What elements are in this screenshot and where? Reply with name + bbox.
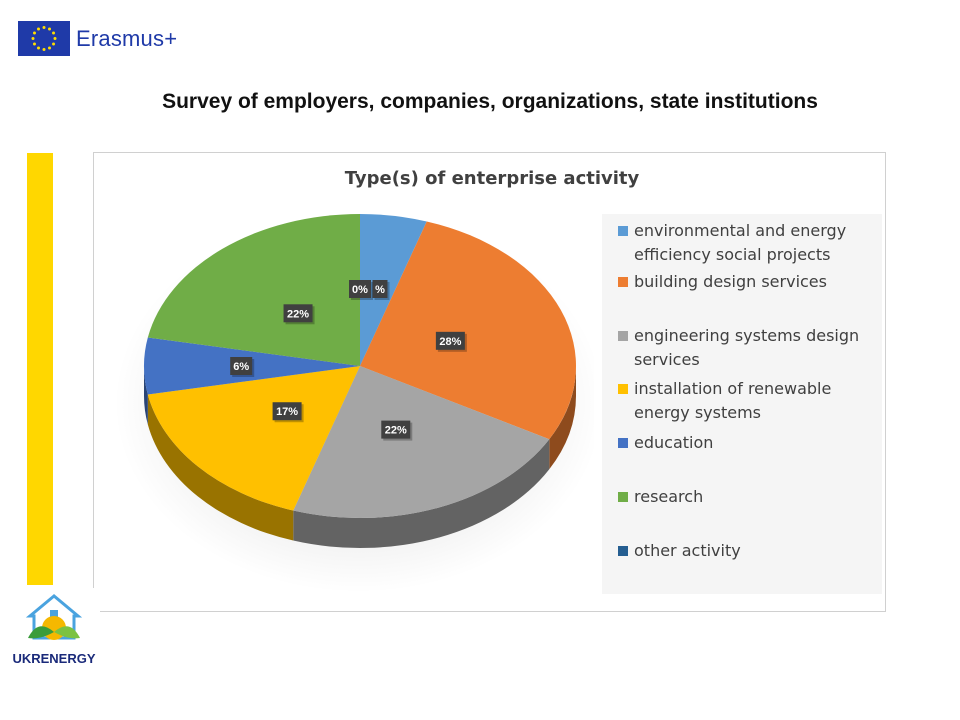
legend-label: installation of renewable energy systems [634,379,832,422]
svg-text:22%: 22% [287,308,309,320]
pie-slice-side [549,366,576,470]
legend-label: environmental and energy efficiency soci… [634,221,847,264]
legend-swatch [618,331,628,341]
legend-label: education [634,433,714,452]
pie-slice [147,214,360,366]
pie-slice-side [144,366,148,425]
data-label: % [372,280,390,300]
house-leaf-icon [25,594,83,640]
data-label: 17% [272,402,304,423]
eu-star [37,27,40,31]
data-label: 0% [349,280,373,300]
eu-star [31,37,35,40]
data-label: 28% [435,331,467,352]
legend-item: engineering systems design services [618,324,880,372]
pie-slice [360,221,577,440]
legend-item: installation of renewable energy systems [618,377,880,425]
eu-star [37,46,40,50]
eu-star [53,37,57,40]
legend-item: environmental and energy efficiency soci… [618,219,880,267]
eu-star [48,27,51,31]
pie-slice [360,214,427,366]
pie-slice [147,366,360,511]
data-label: 6% [230,357,255,377]
eu-star [52,31,56,35]
ukrenergy-text: UKRENERGY [12,651,96,666]
chart-title: Type(s) of enterprise activity [344,168,640,189]
erasmus-logo: Erasmus+ [18,21,177,56]
data-label: 22% [381,420,413,441]
legend-item: other activity [618,539,880,563]
legend-item: research [618,485,880,509]
pie-slice [293,366,550,518]
legend-label: building design services [634,272,827,291]
chart-container: Type(s) of enterprise activity % 28% 22% 17… [93,152,886,612]
legend-label: research [634,487,704,506]
eu-star [48,46,51,50]
legend-swatch [618,438,628,448]
legend-swatch [618,226,628,236]
eu-star [42,48,46,51]
brand-name: Erasmus+ [76,25,178,51]
legend-swatch [618,277,628,287]
svg-text:0%: 0% [352,284,368,296]
legend: environmental and energy efficiency soci… [602,214,882,594]
page-title: Survey of employers, companies, organiza… [162,90,818,113]
eu-star [32,31,36,35]
legend-swatch [618,384,628,394]
legend-swatch [618,546,628,556]
pie-slice-side [293,439,550,548]
svg-text:%: % [375,284,385,296]
svg-text:6%: 6% [233,361,249,373]
decorative-bar [27,153,53,585]
eu-star [52,42,56,46]
pie-chart: % 28% 22% 17% 6% 22% 0% [114,213,594,593]
svg-text:28%: 28% [439,336,461,348]
legend-swatch [618,492,628,502]
svg-text:17%: 17% [276,406,298,418]
svg-text:22%: 22% [385,425,407,437]
pie-slice-side [147,394,294,541]
legend-label: engineering systems design services [634,326,860,369]
data-label: 22% [283,304,315,325]
legend-label: other activity [634,541,741,560]
eu-star [32,42,36,46]
eu-flag-icon [18,21,70,56]
legend-item: building design services [618,270,880,294]
eu-star [42,26,46,29]
ukrenergy-logo: UKRENERGY [8,588,100,673]
legend-item: education [618,431,880,455]
